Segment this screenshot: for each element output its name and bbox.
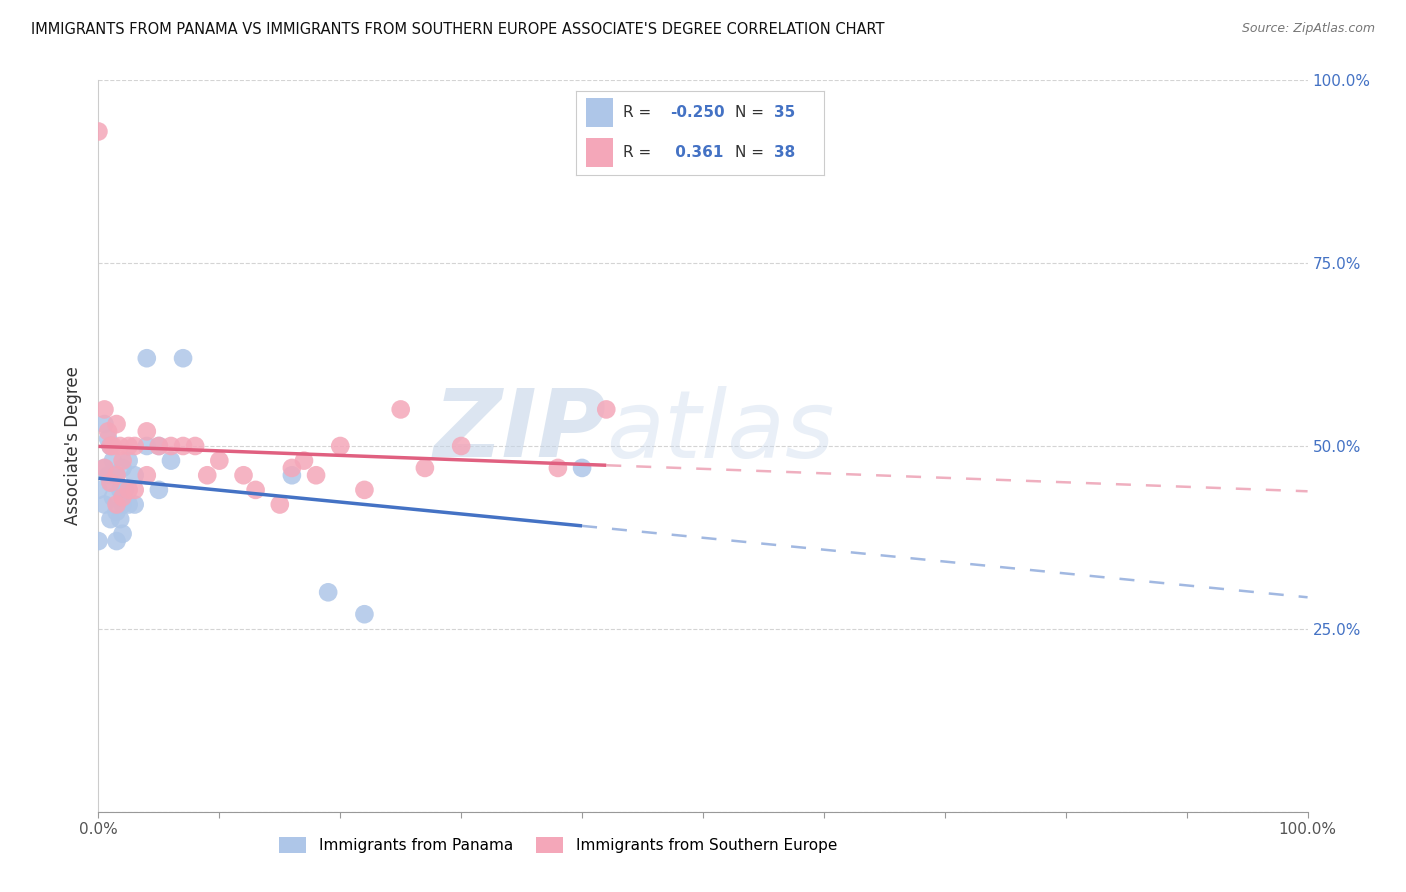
Point	[208, 453, 231, 467]
Point	[281, 461, 304, 475]
Point	[105, 417, 128, 431]
Point	[108, 439, 131, 453]
Point	[118, 453, 141, 467]
Point	[245, 483, 267, 497]
Point	[135, 351, 157, 366]
Point	[105, 468, 128, 483]
Point	[450, 439, 472, 453]
Text: Source: ZipAtlas.com: Source: ZipAtlas.com	[1241, 22, 1375, 36]
Point	[111, 526, 134, 541]
Point	[292, 453, 315, 467]
Point	[160, 453, 183, 467]
Point	[93, 417, 115, 431]
Text: IMMIGRANTS FROM PANAMA VS IMMIGRANTS FROM SOUTHERN EUROPE ASSOCIATE'S DEGREE COR: IMMIGRANTS FROM PANAMA VS IMMIGRANTS FRO…	[31, 22, 884, 37]
Point	[135, 425, 157, 439]
Point	[353, 607, 375, 622]
Point	[118, 483, 141, 497]
Point	[108, 512, 131, 526]
Point	[101, 490, 124, 504]
Point	[105, 468, 128, 483]
Point	[111, 498, 134, 512]
Text: atlas: atlas	[606, 386, 835, 477]
Point	[389, 402, 412, 417]
Point	[148, 439, 170, 453]
Point	[305, 468, 328, 483]
Point	[100, 439, 122, 453]
Point	[148, 483, 170, 497]
Point	[105, 534, 128, 549]
Point	[595, 402, 617, 417]
Point	[135, 439, 157, 453]
Point	[413, 461, 436, 475]
Point	[571, 461, 593, 475]
Point	[87, 124, 110, 138]
Point	[172, 439, 194, 453]
Point	[100, 512, 122, 526]
Text: ZIP: ZIP	[433, 385, 606, 477]
Point	[195, 468, 218, 483]
Point	[105, 498, 128, 512]
Point	[114, 483, 136, 497]
Point	[172, 351, 194, 366]
Point	[184, 439, 207, 453]
Point	[232, 468, 254, 483]
Point	[269, 498, 291, 512]
Point	[118, 498, 141, 512]
Point	[100, 475, 122, 490]
Point	[148, 439, 170, 453]
Point	[124, 439, 146, 453]
Point	[316, 585, 339, 599]
Point	[124, 483, 146, 497]
Point	[160, 439, 183, 453]
Point	[111, 490, 134, 504]
Point	[281, 468, 304, 483]
Point	[97, 468, 120, 483]
Point	[100, 439, 122, 453]
Point	[97, 425, 120, 439]
Point	[108, 483, 131, 497]
Point	[93, 402, 115, 417]
Point	[135, 468, 157, 483]
Point	[105, 505, 128, 519]
Point	[87, 534, 110, 549]
Point	[97, 432, 120, 446]
Point	[93, 461, 115, 475]
Point	[118, 439, 141, 453]
Point	[101, 453, 124, 467]
Point	[93, 461, 115, 475]
Point	[124, 468, 146, 483]
Point	[353, 483, 375, 497]
Legend: Immigrants from Panama, Immigrants from Southern Europe: Immigrants from Panama, Immigrants from …	[273, 830, 844, 859]
Point	[111, 453, 134, 467]
Point	[124, 498, 146, 512]
Point	[93, 498, 115, 512]
Point	[329, 439, 352, 453]
Point	[547, 461, 569, 475]
Y-axis label: Associate's Degree: Associate's Degree	[65, 367, 83, 525]
Point	[87, 483, 110, 497]
Point	[100, 475, 122, 490]
Point	[101, 439, 124, 453]
Point	[111, 461, 134, 475]
